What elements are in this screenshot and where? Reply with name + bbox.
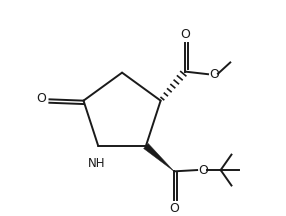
Text: O: O [198, 164, 208, 176]
Text: O: O [209, 68, 219, 81]
Text: O: O [180, 28, 190, 41]
Text: O: O [36, 92, 46, 105]
Text: O: O [169, 202, 179, 215]
Polygon shape [144, 143, 174, 171]
Text: NH: NH [88, 157, 106, 170]
